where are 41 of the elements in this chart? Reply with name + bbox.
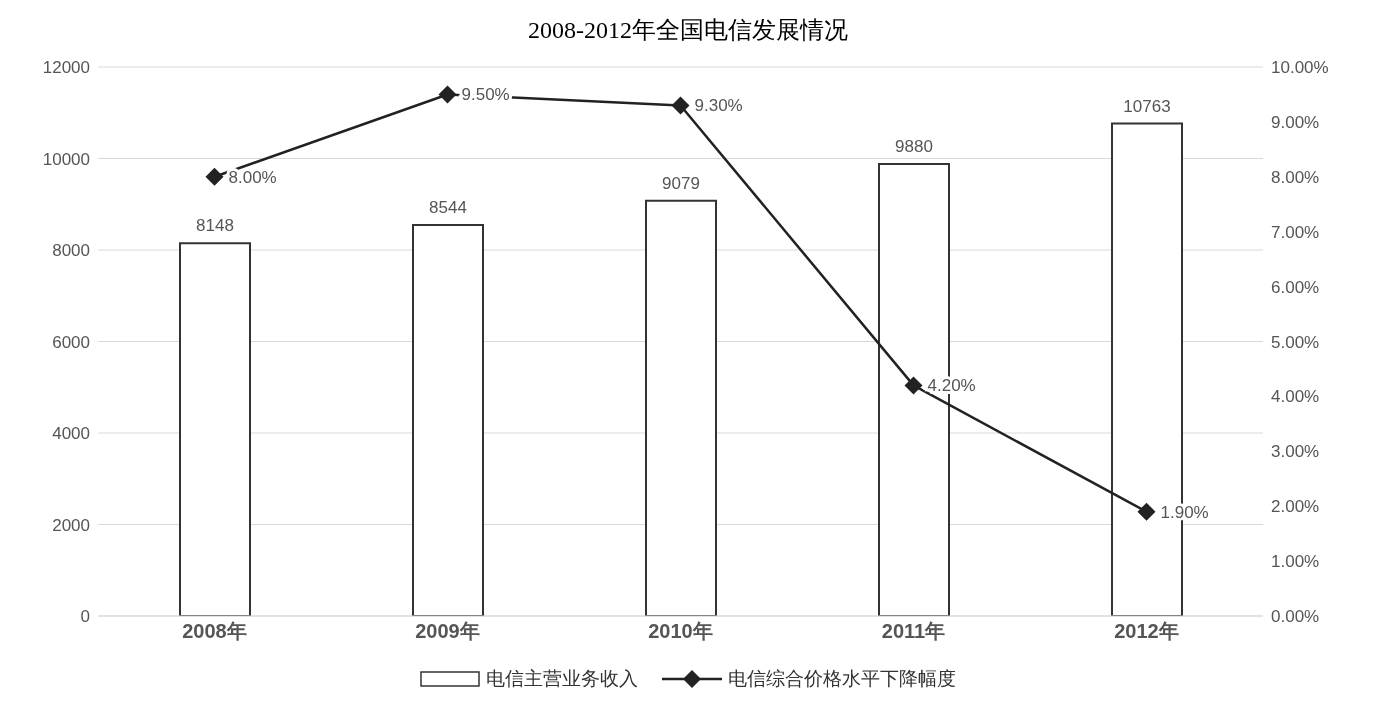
y2-tick-label: 3.00% (1271, 442, 1320, 462)
point (1137, 502, 1156, 521)
y2-tick-label: 1.00% (1271, 552, 1320, 572)
y2-tick-label: 6.00% (1271, 277, 1320, 297)
bar (179, 242, 251, 616)
y2-tick-label: 2.00% (1271, 497, 1320, 517)
y-tick-label: 12000 (42, 58, 90, 78)
data-label: 10763 (1123, 96, 1171, 116)
x-tick-label: 2012年 (1114, 620, 1179, 643)
point (438, 85, 457, 104)
data-label: 9.30% (694, 96, 743, 116)
y2-tick-label: 10.00% (1271, 58, 1329, 78)
y2-tick-label: 9.00% (1271, 112, 1320, 132)
legend-label: 电信综合价格水平下降幅度 (728, 667, 956, 691)
x-tick-label: 2010年 (648, 620, 713, 643)
point (671, 96, 690, 115)
chart-title: 2008-2012年全国电信发展情况 (527, 16, 849, 45)
y2-tick-label: 8.00% (1271, 167, 1320, 187)
x-tick-label: 2009年 (415, 620, 480, 643)
x-tick-label: 2011年 (881, 620, 946, 643)
y2-tick-label: 7.00% (1271, 222, 1320, 242)
y2-tick-label: 0.00% (1271, 607, 1320, 627)
bar (412, 224, 484, 616)
y2-tick-label: 4.00% (1271, 387, 1320, 407)
data-label: 9880 (895, 136, 933, 156)
y-tick-label: 8000 (52, 241, 90, 261)
x-tick-label: 2008年 (182, 620, 247, 643)
data-label: 9079 (662, 173, 700, 193)
y-tick-label: 0 (80, 607, 90, 627)
y2-tick-label: 5.00% (1271, 332, 1320, 352)
point (904, 376, 923, 395)
data-label: 8.00% (228, 167, 277, 187)
bar (645, 199, 717, 616)
y-tick-label: 6000 (52, 332, 90, 352)
point (205, 167, 224, 186)
data-label: 8544 (429, 198, 467, 218)
legend-label: 电信主营业务收入 (486, 667, 638, 691)
data-label: 8148 (196, 216, 234, 236)
y-tick-label: 10000 (42, 149, 90, 169)
y-tick-label: 4000 (52, 424, 90, 444)
y-tick-label: 2000 (52, 515, 90, 535)
